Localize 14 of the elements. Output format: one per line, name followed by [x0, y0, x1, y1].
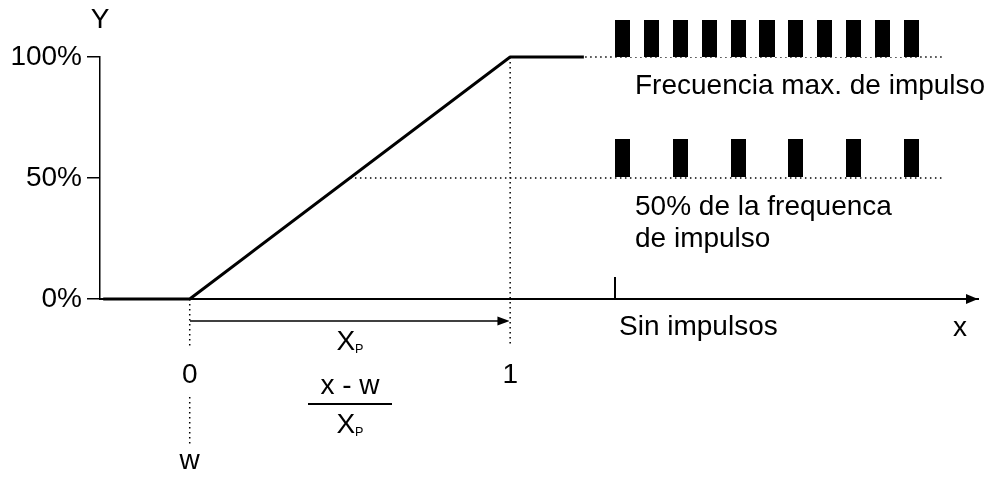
text: x - w: [320, 369, 380, 401]
ref-line-label: w: [179, 444, 200, 476]
x-tick-label: 0: [181, 357, 198, 389]
ref-line-label: Frecuencia max. de impulso: [635, 69, 986, 101]
y-tick-label: 0%: [41, 281, 82, 313]
text: X$_{P}$: [336, 408, 364, 440]
x-tick-label: 1: [502, 357, 518, 389]
x-axis-title: x: [953, 311, 967, 343]
y-tick-label: 100%: [10, 39, 82, 71]
text: Sin impulsos: [619, 310, 778, 342]
y-tick-label: 50%: [25, 160, 82, 192]
text: X$_{P}$: [336, 325, 364, 357]
y-axis-title: Y: [90, 3, 110, 35]
ref-line-label: 50% de la frequenca de impulso: [635, 190, 892, 254]
